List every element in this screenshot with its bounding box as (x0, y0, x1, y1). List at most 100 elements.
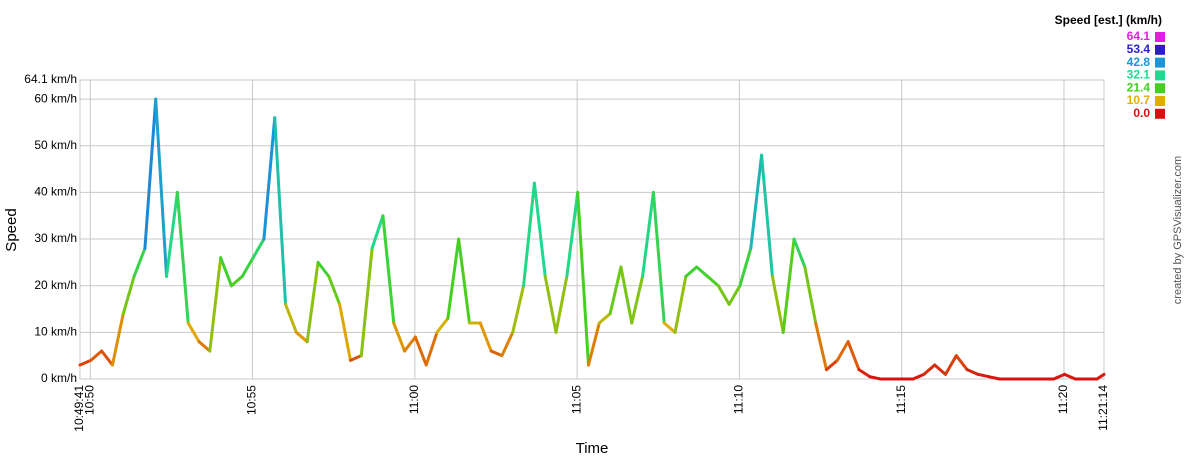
speed-segment (132, 246, 147, 278)
speed-segment (695, 265, 709, 278)
legend-swatch (1155, 96, 1165, 106)
speed-segment (413, 335, 428, 367)
legend-swatch (1155, 70, 1165, 81)
x-tick-label: 11:15 (894, 385, 908, 414)
speed-segment (403, 335, 417, 353)
speed-segment (500, 330, 515, 358)
speed-segment (381, 214, 396, 325)
speed-segment (532, 181, 547, 278)
speed-segment (673, 274, 688, 334)
speed-segment (197, 340, 212, 353)
speed-segment (619, 265, 634, 325)
speed-segment (684, 265, 699, 278)
speed-segment (316, 260, 331, 278)
legend-title: Speed [est.] (km/h) (1055, 13, 1162, 27)
legend-swatch (1155, 83, 1165, 94)
speed-segment (175, 190, 190, 325)
speed-segment (348, 354, 363, 362)
speed-segment (933, 363, 948, 376)
speed-segment (987, 375, 1002, 381)
speed-segment (154, 97, 169, 278)
speed-segment (78, 358, 93, 367)
speed-segment (641, 190, 655, 278)
legend-label: 64.1 (1127, 29, 1151, 43)
speed-segment (251, 237, 266, 260)
speed-segment (803, 265, 818, 325)
speed-segment (284, 302, 298, 334)
speed-segment (110, 312, 125, 367)
speed-segment (922, 363, 937, 376)
speed-segment (651, 190, 666, 325)
speed-segment (370, 214, 385, 250)
speed-segment (1052, 372, 1067, 381)
speed-segment (630, 274, 645, 325)
speed-segment (716, 284, 731, 306)
speed-segment (240, 256, 255, 278)
speed-segment (835, 340, 850, 362)
speed-segment (273, 116, 288, 306)
speed-segment (781, 237, 796, 334)
speed-segment (208, 256, 223, 353)
speed-segment (338, 302, 352, 362)
speed-segment (965, 368, 980, 376)
speed-segment (727, 284, 742, 306)
x-tick-label: 11:21:14 (1096, 385, 1110, 431)
y-tick-label: 40 km/h (34, 185, 77, 199)
speed-segment (478, 321, 493, 353)
x-tick-label: 11:00 (407, 385, 421, 414)
y-tick-label: 30 km/h (34, 231, 77, 245)
speed-segment (305, 260, 320, 344)
speed-segment (868, 375, 883, 381)
y-tick-label: 0 km/h (41, 371, 77, 385)
speed-segment (944, 354, 958, 376)
legend-label: 42.8 (1127, 55, 1151, 69)
speed-segment (229, 274, 244, 288)
legend-swatch (1155, 57, 1165, 68)
speed-segment (554, 274, 569, 334)
speed-segment (511, 284, 526, 334)
y-tick-label: 50 km/h (34, 138, 77, 152)
speed-segment (576, 190, 590, 367)
speed-segment (738, 246, 753, 288)
plot-frame (79, 79, 1105, 380)
speed-segment (976, 372, 991, 379)
legend-swatch (1155, 32, 1165, 42)
x-tick-label: 10:55 (245, 385, 259, 415)
speed-segment (846, 340, 861, 372)
speed-segment (760, 153, 774, 278)
speed-segment (121, 274, 136, 316)
speed-segment (543, 274, 558, 334)
speed-segment (565, 190, 580, 278)
y-axis-title: Speed (3, 208, 20, 251)
speed-segment (219, 256, 233, 288)
speed-segment (522, 181, 536, 288)
speed-segment (186, 321, 201, 344)
speed-segment (911, 372, 926, 381)
speed-segment (1095, 372, 1106, 381)
legend-swatch (1155, 108, 1165, 119)
legend-label: 53.4 (1127, 42, 1151, 56)
speed-segment (857, 368, 872, 379)
x-tick-label: 10:50 (82, 385, 96, 415)
credit: created by GPSVisualizer.com (1172, 156, 1184, 304)
speed-segment (597, 312, 612, 325)
speed-segment (392, 321, 407, 353)
speed-segment (1063, 372, 1077, 381)
speed-segment (814, 321, 828, 372)
y-tick-label: 20 km/h (34, 278, 77, 292)
speed-segment (662, 321, 677, 334)
y-tick-label: 60 km/h (34, 91, 77, 105)
x-tick-label: 11:05 (569, 385, 583, 414)
speed-segment (262, 116, 277, 241)
speed-segment (327, 274, 342, 306)
speed-segment (89, 349, 104, 362)
speed-segment (446, 237, 461, 320)
speed-segment (435, 316, 450, 334)
speed-segment (143, 97, 158, 250)
y-tick-label: 64.1 km/h (24, 72, 77, 86)
x-tick-label: 10:49:41 (72, 385, 86, 432)
speed-segment (954, 354, 969, 372)
legend-swatch (1155, 44, 1165, 55)
legend-label: 21.4 (1127, 80, 1151, 94)
